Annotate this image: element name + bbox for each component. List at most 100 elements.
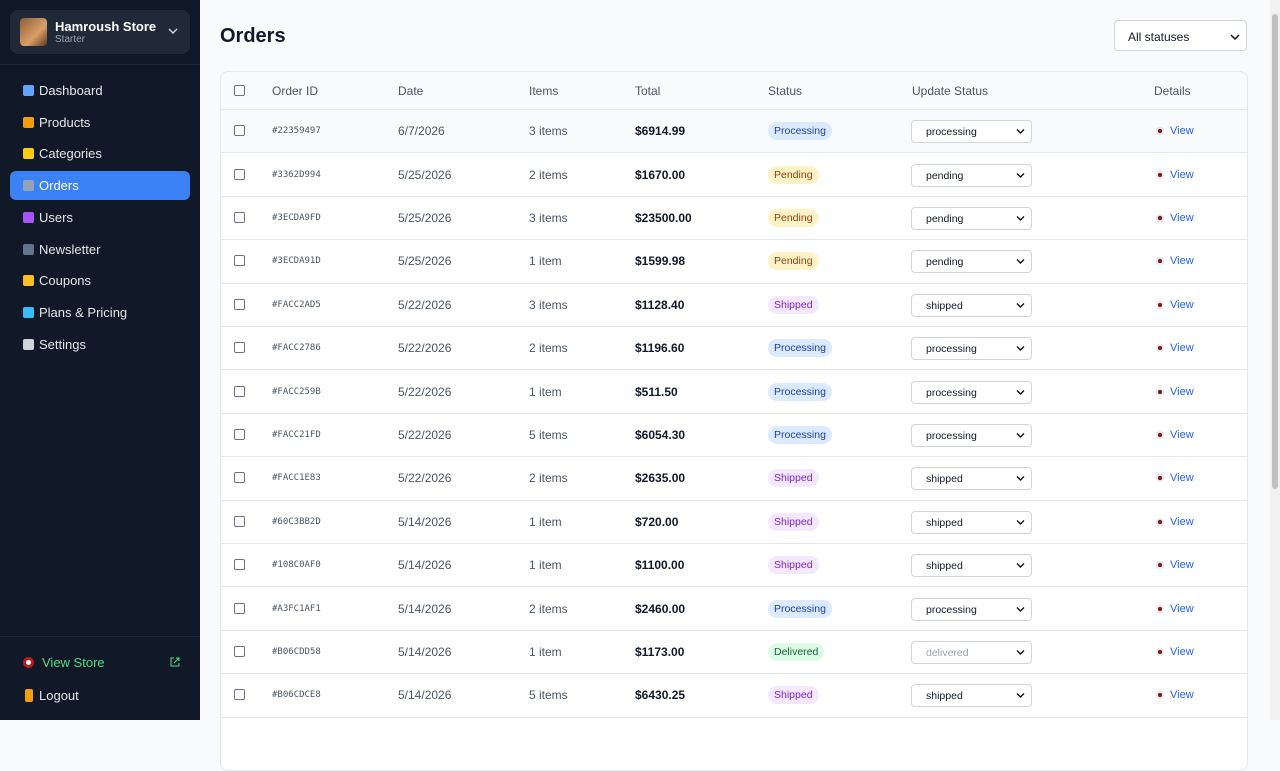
order-row: #B06CDD58 5/14/2026 1 item $1173.00 Delivere… <box>221 631 1247 675</box>
view-icon <box>1156 474 1164 483</box>
select-value: pending <box>926 256 964 269</box>
row-checkbox[interactable] <box>234 689 245 701</box>
view-link[interactable]: View <box>1170 298 1194 311</box>
status-select[interactable]: pending <box>911 250 1032 274</box>
store-switcher[interactable]: Hamroush Store Starter <box>10 10 190 54</box>
order-date: 5/25/2026 <box>398 210 452 225</box>
nav-item[interactable]: Users <box>10 203 190 232</box>
view-link[interactable]: View <box>1170 472 1194 485</box>
view-link[interactable]: View <box>1170 385 1194 398</box>
row-checkbox[interactable] <box>234 168 245 180</box>
icon <box>25 689 33 702</box>
row-checkbox[interactable] <box>234 298 245 310</box>
status-badge: Processing <box>768 382 832 401</box>
select-value: pending <box>926 169 964 182</box>
order-id: #3ECDA9FD <box>272 212 321 223</box>
row-checkbox[interactable] <box>234 515 245 527</box>
select-value: pending <box>926 212 964 225</box>
status-select[interactable]: pending <box>911 163 1032 187</box>
view-icon <box>1156 344 1164 353</box>
select-value: shipped <box>926 473 963 486</box>
view-icon <box>1156 170 1164 179</box>
select-value: shipped <box>926 560 963 573</box>
nav-item[interactable]: Plans & Pricing <box>10 298 190 327</box>
view-link[interactable]: View <box>1170 211 1194 224</box>
chevron <box>1016 259 1025 265</box>
view-link[interactable]: View <box>1170 125 1194 138</box>
row-checkbox[interactable] <box>234 125 245 137</box>
order-row: #A3FC1AF1 5/14/2026 2 items $2460.00 Process… <box>221 587 1247 631</box>
status-select[interactable]: shipped <box>911 684 1032 708</box>
status-filter[interactable]: All statuses <box>1114 20 1247 51</box>
divider <box>0 636 200 637</box>
nav-item[interactable]: Categories <box>10 139 190 168</box>
status-select[interactable]: processing <box>911 423 1032 447</box>
row-checkbox[interactable] <box>234 255 245 267</box>
order-date: 5/14/2026 <box>398 601 452 616</box>
view-link[interactable]: View <box>1170 559 1194 572</box>
row-checkbox[interactable] <box>234 645 245 657</box>
chevron <box>1230 34 1240 41</box>
status-select[interactable]: delivered <box>911 640 1032 664</box>
row-checkbox[interactable] <box>234 428 245 440</box>
view-link[interactable]: View <box>1170 428 1194 441</box>
view-icon <box>1156 691 1164 700</box>
status-select[interactable]: shipped <box>911 467 1032 491</box>
chevron <box>1016 129 1025 135</box>
nav-item[interactable]: Dashboard <box>10 76 190 105</box>
status-select[interactable]: pending <box>911 206 1032 230</box>
view-link[interactable]: View <box>1170 689 1194 702</box>
view-link[interactable]: View <box>1170 645 1194 658</box>
order-items: 1 item <box>529 514 562 529</box>
chevron <box>1016 649 1025 655</box>
status-select[interactable]: shipped <box>911 293 1032 317</box>
status-select[interactable]: processing <box>911 597 1032 621</box>
view-icon <box>1156 517 1164 526</box>
view-link[interactable]: View <box>1170 168 1194 181</box>
nav-item[interactable]: Orders <box>10 171 190 201</box>
select-value: processing <box>926 343 977 356</box>
row-checkbox[interactable] <box>234 342 245 354</box>
store-plan: Starter <box>55 34 86 45</box>
scroll-thumb[interactable] <box>1272 14 1278 489</box>
select-all[interactable] <box>234 84 245 96</box>
nav-item[interactable]: Coupons <box>10 266 190 295</box>
nav-item[interactable]: Newsletter <box>10 235 190 264</box>
order-date: 5/22/2026 <box>398 471 452 486</box>
select-value: processing <box>926 126 977 139</box>
order-id: #FACC2AD5 <box>272 299 321 310</box>
logout-link[interactable]: Logout <box>10 681 190 710</box>
nav-item[interactable]: Settings <box>10 330 190 359</box>
view-icon <box>1156 300 1164 309</box>
nav-item[interactable]: Products <box>10 108 190 137</box>
status-select[interactable]: processing <box>911 380 1032 404</box>
select-value: processing <box>926 603 977 616</box>
view-link[interactable]: View <box>1170 342 1194 355</box>
status-badge: Processing <box>768 339 832 358</box>
row-checkbox[interactable] <box>234 559 245 571</box>
row-checkbox[interactable] <box>234 211 245 223</box>
orders-table: Order ID Date Items Total Status Update Statu… <box>220 71 1248 771</box>
row-checkbox[interactable] <box>234 472 245 484</box>
view-link[interactable]: View <box>1170 515 1194 528</box>
order-items: 2 items <box>529 167 568 182</box>
store-name: Hamroush Store <box>55 19 157 34</box>
status-select[interactable]: shipped <box>911 554 1032 578</box>
scrollbar[interactable] <box>1270 0 1280 720</box>
icon <box>23 116 34 128</box>
chevron <box>1016 302 1025 308</box>
view-store-link[interactable]: View Store <box>10 648 190 677</box>
status-select[interactable]: processing <box>911 120 1032 144</box>
view-link[interactable]: View <box>1170 602 1194 615</box>
status-select[interactable]: processing <box>911 337 1032 361</box>
chevron <box>1016 346 1025 352</box>
status-select[interactable]: shipped <box>911 510 1032 534</box>
icon <box>23 306 34 318</box>
view-link[interactable]: View <box>1170 255 1194 268</box>
row-checkbox[interactable] <box>234 385 245 397</box>
order-items: 3 items <box>529 297 568 312</box>
view-icon <box>1156 430 1164 439</box>
label: Users <box>39 209 73 225</box>
row-checkbox[interactable] <box>234 602 245 614</box>
select-value: delivered <box>926 646 969 659</box>
